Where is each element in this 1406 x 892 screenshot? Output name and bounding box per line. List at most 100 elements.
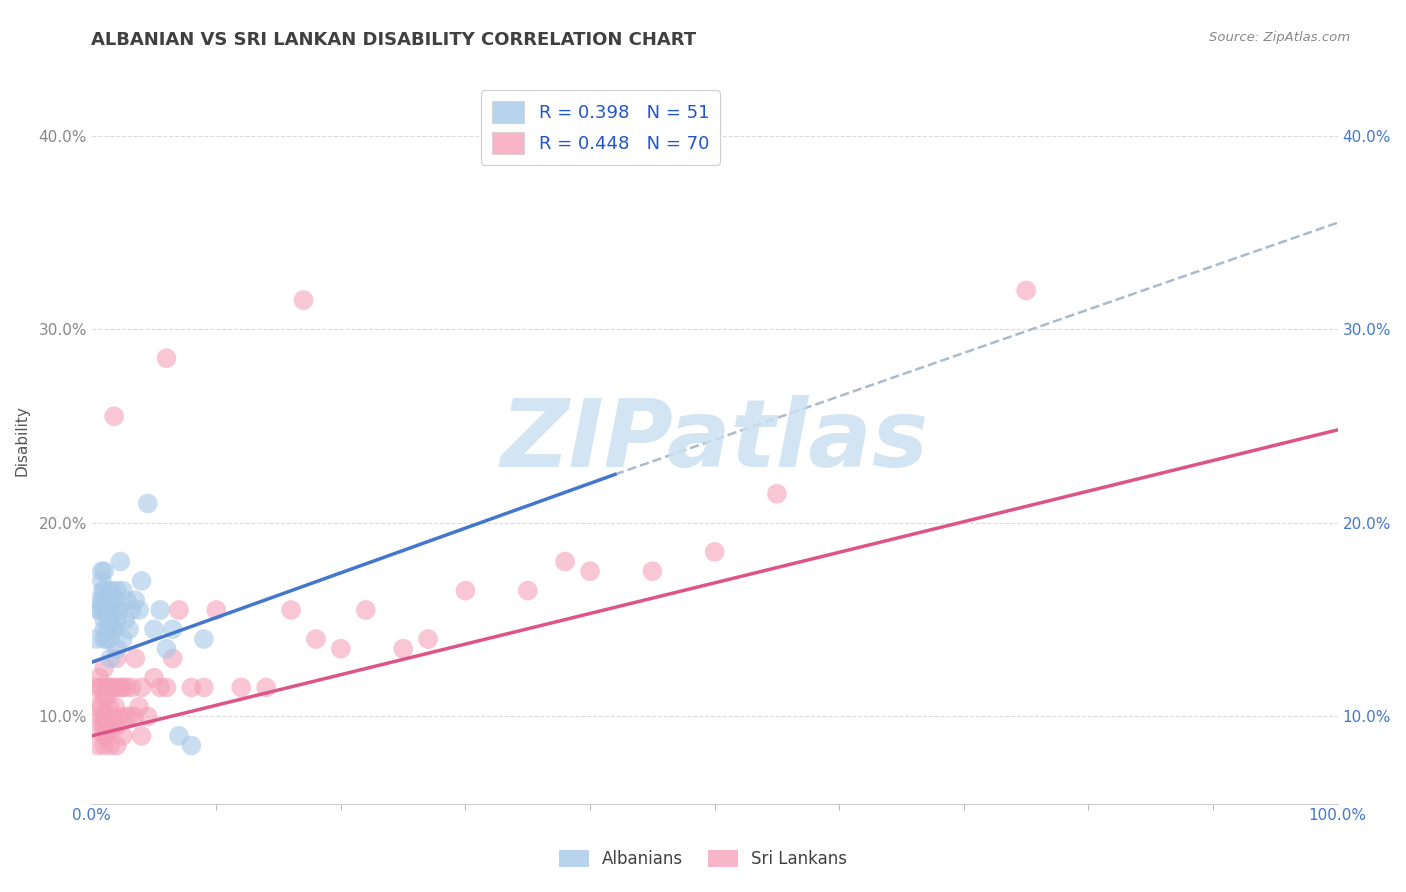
Sri Lankans <box>89 681 111 695</box>
Sri Lankans <box>766 487 789 501</box>
Albanians <box>128 603 150 617</box>
Sri Lankans <box>104 699 127 714</box>
Sri Lankans <box>86 699 108 714</box>
Albanians <box>105 583 128 598</box>
Albanians <box>155 641 177 656</box>
Sri Lankans <box>96 690 118 705</box>
Albanians <box>111 583 134 598</box>
Legend: Albanians, Sri Lankans: Albanians, Sri Lankans <box>553 843 853 875</box>
Sri Lankans <box>149 681 172 695</box>
Albanians <box>143 623 166 637</box>
Sri Lankans <box>143 671 166 685</box>
Sri Lankans <box>96 729 118 743</box>
Albanians <box>124 593 146 607</box>
Sri Lankans <box>84 681 107 695</box>
Sri Lankans <box>93 739 115 753</box>
Sri Lankans <box>103 681 125 695</box>
Sri Lankans <box>167 603 190 617</box>
Albanians <box>91 593 114 607</box>
Albanians <box>100 632 122 646</box>
Text: ALBANIAN VS SRI LANKAN DISABILITY CORRELATION CHART: ALBANIAN VS SRI LANKAN DISABILITY CORREL… <box>91 31 696 49</box>
Sri Lankans <box>114 709 136 723</box>
Sri Lankans <box>90 709 112 723</box>
Sri Lankans <box>105 719 128 733</box>
Text: Source: ZipAtlas.com: Source: ZipAtlas.com <box>1209 31 1350 45</box>
Albanians <box>100 651 122 665</box>
Sri Lankans <box>111 729 134 743</box>
Sri Lankans <box>100 719 122 733</box>
Sri Lankans <box>454 583 477 598</box>
Albanians <box>90 574 112 588</box>
Y-axis label: Disability: Disability <box>15 405 30 476</box>
Albanians <box>96 603 118 617</box>
Albanians <box>97 593 120 607</box>
Albanians <box>100 583 122 598</box>
Sri Lankans <box>111 681 134 695</box>
Sri Lankans <box>703 545 725 559</box>
Albanians <box>114 613 136 627</box>
Sri Lankans <box>87 739 110 753</box>
Sri Lankans <box>108 709 131 723</box>
Albanians <box>131 574 153 588</box>
Albanians <box>104 593 127 607</box>
Sri Lankans <box>131 729 153 743</box>
Sri Lankans <box>131 681 153 695</box>
Sri Lankans <box>105 651 128 665</box>
Sri Lankans <box>280 603 302 617</box>
Sri Lankans <box>98 699 121 714</box>
Albanians <box>93 583 115 598</box>
Sri Lankans <box>416 632 439 646</box>
Albanians <box>180 739 202 753</box>
Sri Lankans <box>641 564 664 578</box>
Albanians <box>105 641 128 656</box>
Sri Lankans <box>193 681 215 695</box>
Albanians <box>101 603 124 617</box>
Sri Lankans <box>231 681 253 695</box>
Albanians <box>98 583 121 598</box>
Albanians <box>89 593 111 607</box>
Sri Lankans <box>115 681 138 695</box>
Sri Lankans <box>93 690 115 705</box>
Albanians <box>90 564 112 578</box>
Albanians <box>91 583 114 598</box>
Sri Lankans <box>1015 284 1038 298</box>
Sri Lankans <box>180 681 202 695</box>
Albanians <box>118 623 141 637</box>
Sri Lankans <box>100 681 122 695</box>
Albanians <box>98 613 121 627</box>
Albanians <box>103 623 125 637</box>
Sri Lankans <box>93 709 115 723</box>
Albanians <box>93 632 115 646</box>
Albanians <box>100 603 122 617</box>
Albanians <box>111 632 134 646</box>
Sri Lankans <box>579 564 602 578</box>
Sri Lankans <box>101 719 124 733</box>
Albanians <box>100 623 122 637</box>
Sri Lankans <box>516 583 538 598</box>
Albanians <box>167 729 190 743</box>
Sri Lankans <box>100 739 122 753</box>
Albanians <box>89 603 111 617</box>
Sri Lankans <box>392 641 415 656</box>
Sri Lankans <box>97 681 120 695</box>
Sri Lankans <box>91 681 114 695</box>
Sri Lankans <box>121 681 143 695</box>
Albanians <box>193 632 215 646</box>
Point <box>292 293 315 307</box>
Legend: R = 0.398   N = 51, R = 0.448   N = 70: R = 0.398 N = 51, R = 0.448 N = 70 <box>481 90 720 165</box>
Albanians <box>93 593 115 607</box>
Sri Lankans <box>93 661 115 675</box>
Albanians <box>105 613 128 627</box>
Point <box>103 409 125 424</box>
Sri Lankans <box>110 681 132 695</box>
Albanians <box>136 496 159 510</box>
Sri Lankans <box>305 632 328 646</box>
Sri Lankans <box>254 681 277 695</box>
Text: ZIPatlas: ZIPatlas <box>501 394 929 486</box>
Sri Lankans <box>162 651 184 665</box>
Sri Lankans <box>89 719 111 733</box>
Albanians <box>121 603 143 617</box>
Sri Lankans <box>354 603 377 617</box>
Sri Lankans <box>105 739 128 753</box>
Sri Lankans <box>91 719 114 733</box>
